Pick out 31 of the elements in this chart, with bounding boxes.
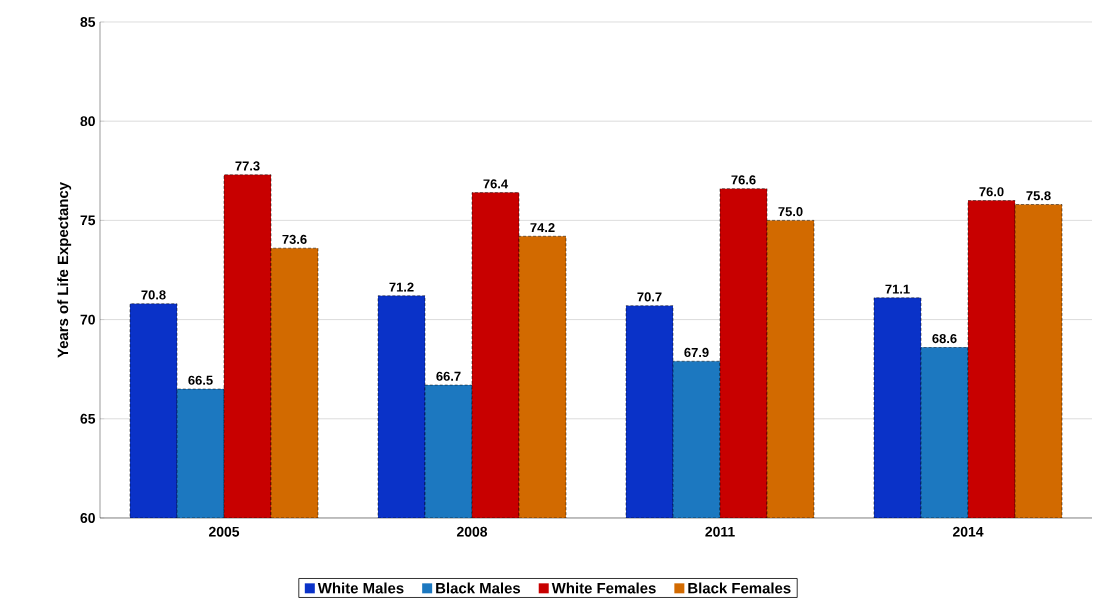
data-label: 71.1	[885, 284, 910, 294]
y-tick-label: 60	[80, 513, 95, 523]
data-label: 76.4	[483, 179, 509, 189]
data-label: 76.6	[731, 175, 756, 185]
data-label: 66.5	[188, 375, 213, 385]
y-tick-label: 65	[80, 413, 96, 424]
y-tick-label: 80	[80, 116, 95, 127]
data-label: 75.8	[1026, 191, 1051, 201]
data-label: 67.9	[684, 347, 709, 358]
y-tick-label: 70	[80, 314, 95, 325]
data-label: 76.0	[979, 187, 1004, 197]
legend-label: White Males	[317, 582, 404, 594]
data-label: 70.7	[637, 292, 662, 302]
x-tick-label: 2005	[208, 526, 240, 537]
data-label: 66.7	[436, 371, 461, 381]
data-label: 70.8	[141, 290, 166, 300]
y-tick-label: 85	[80, 17, 96, 27]
data-label: 71.2	[389, 282, 414, 292]
x-tick-label: 2014	[952, 526, 984, 537]
data-label: 73.6	[282, 234, 307, 244]
data-label: 68.6	[932, 333, 957, 344]
data-label: 75.0	[778, 207, 803, 217]
legend-label: Black Females	[688, 582, 791, 594]
y-tick-label: 75	[80, 215, 96, 226]
legend-label: Black Males	[436, 582, 521, 594]
x-tick-label: 2008	[456, 526, 488, 537]
x-tick-label: 2011	[705, 526, 735, 537]
legend-label: White Females	[551, 582, 656, 594]
data-label: 77.3	[235, 161, 260, 171]
y-axis-title: Years of Life Expectancy	[57, 182, 72, 358]
data-label: 74.2	[530, 223, 555, 233]
